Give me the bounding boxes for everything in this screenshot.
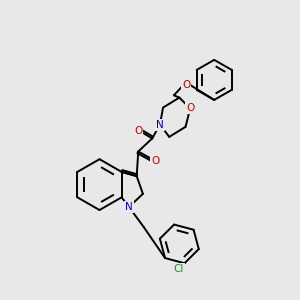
Text: O: O (134, 126, 142, 136)
Text: O: O (151, 156, 159, 166)
Text: Cl: Cl (173, 264, 184, 274)
Text: N: N (125, 202, 133, 212)
Text: O: O (186, 103, 194, 113)
Text: O: O (182, 80, 190, 89)
Text: N: N (156, 119, 164, 130)
